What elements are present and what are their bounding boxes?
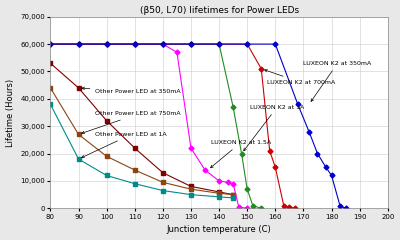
Text: LUXEON K2 at 350mA: LUXEON K2 at 350mA: [304, 61, 372, 102]
Text: LUXEON K2 at 1.5A: LUXEON K2 at 1.5A: [210, 140, 271, 168]
Text: Other Power LED at 750mA: Other Power LED at 750mA: [82, 111, 181, 134]
Text: LUXEON K2 at 1A: LUXEON K2 at 1A: [244, 105, 304, 151]
Text: Other Power LED at 350mA: Other Power LED at 350mA: [82, 87, 181, 95]
Text: Other Power LED at 1A: Other Power LED at 1A: [82, 132, 167, 158]
Text: LUXEON K2 at 700mA: LUXEON K2 at 700mA: [265, 70, 335, 85]
Y-axis label: Lifetime (Hours): Lifetime (Hours): [6, 78, 14, 147]
Title: (β50, L70) lifetimes for Power LEDs: (β50, L70) lifetimes for Power LEDs: [140, 6, 299, 15]
X-axis label: Junction temperature (C): Junction temperature (C): [167, 225, 272, 234]
